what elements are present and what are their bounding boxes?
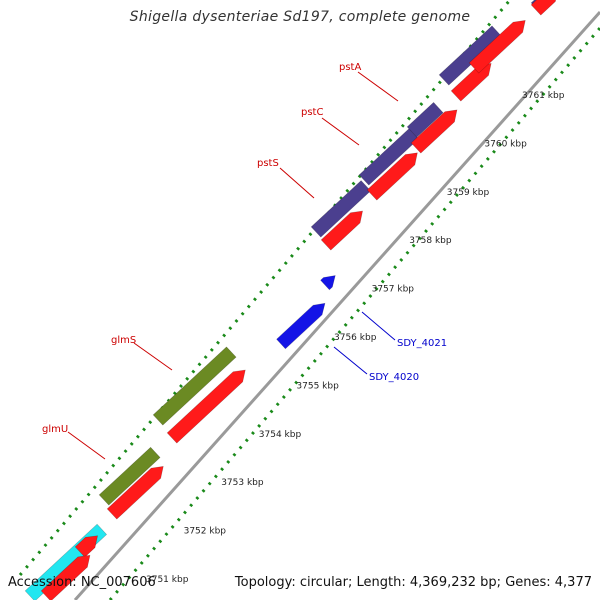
gene-leader-line xyxy=(357,71,399,102)
reverse-gene-block xyxy=(320,210,363,251)
forward-gene-block xyxy=(406,101,444,138)
reverse-gene-block xyxy=(530,0,557,16)
label-layer: pstA pstC pstS glmS glmU SDY_4021 SDY_4020 xyxy=(42,62,447,460)
scale-label: 3754 kbp xyxy=(259,430,302,440)
gene-leader-line xyxy=(279,167,315,199)
scale-label: 3756 kbp xyxy=(334,333,377,343)
gene-leader-line xyxy=(333,346,368,375)
scale-layer: 3751 kbp 3752 kbp 3753 kbp 3754 kbp 3755 kbp… xyxy=(146,91,565,585)
gene-leader-line xyxy=(67,431,106,460)
accession-text: Accession: NC_007606 xyxy=(8,575,156,590)
olive-gene-block xyxy=(98,446,161,506)
blue-gene-block xyxy=(320,275,336,291)
scale-label: 3757 kbp xyxy=(372,285,415,295)
reverse-gene-block xyxy=(450,63,492,102)
reverse-gene-block xyxy=(40,554,91,600)
upper-tick-track xyxy=(18,0,512,576)
gene-label: SDY_4020 xyxy=(369,372,419,383)
olive-gene-block xyxy=(152,346,237,426)
blue-gene-block xyxy=(276,302,326,350)
genome-backbone xyxy=(73,11,600,600)
reverse-gene-block xyxy=(74,535,98,558)
genes-count-text: Genes: 4,377 xyxy=(505,575,592,590)
gene-label: pstC xyxy=(301,107,323,118)
lower-tick-track xyxy=(108,27,600,600)
scale-label: 3753 kbp xyxy=(221,478,264,488)
scale-label: 3761 kbp xyxy=(522,91,565,101)
scale-label: 3758 kbp xyxy=(409,236,452,246)
length-text: Length: 4,369,232 bp; xyxy=(356,575,502,590)
gene-label: pstS xyxy=(257,158,279,169)
reverse-gene-block xyxy=(166,369,246,444)
reverse-gene-block xyxy=(468,20,526,74)
gene-layer xyxy=(24,0,557,600)
reverse-gene-block xyxy=(410,109,458,154)
scale-label: 3755 kbp xyxy=(296,381,339,391)
gene-label: SDY_4021 xyxy=(397,338,447,349)
scale-label: 3760 kbp xyxy=(484,139,527,149)
scale-label: 3752 kbp xyxy=(184,527,227,537)
scale-label: 3751 kbp xyxy=(146,575,189,585)
gene-leader-line xyxy=(321,117,360,146)
gene-label: glmU xyxy=(42,424,68,435)
page-title: Shigella dysenteriae Sd197, complete gen… xyxy=(129,9,471,25)
gene-label: pstA xyxy=(339,62,361,73)
gene-leader-line xyxy=(361,311,396,341)
reverse-gene-block xyxy=(366,152,418,201)
reverse-gene-block xyxy=(106,466,164,520)
gene-leader-line xyxy=(133,342,173,371)
genome-stats-text: Topology: circular; Length: 4,369,232 bp… xyxy=(235,575,592,590)
scale-label: 3759 kbp xyxy=(447,188,490,198)
gene-label: glmS xyxy=(111,335,136,346)
topology-text: Topology: circular; xyxy=(234,575,353,590)
